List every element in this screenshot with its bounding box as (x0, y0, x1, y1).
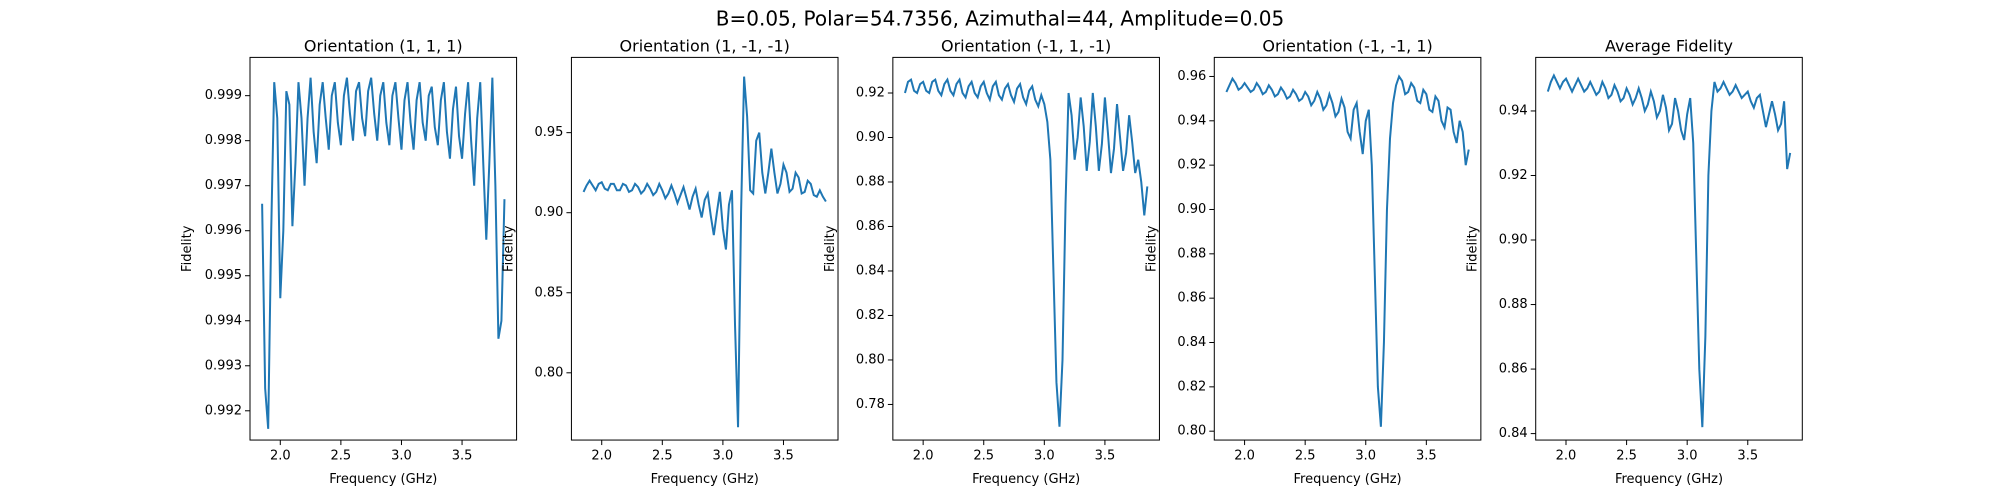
panel-title: Orientation (-1, -1, 1) (1262, 37, 1432, 56)
x-axis-label: Frequency (GHz) (1294, 472, 1402, 487)
y-axis-label: Fidelity (823, 225, 838, 272)
x-axis-label: Frequency (GHz) (329, 472, 437, 487)
data-line (1225, 74, 1470, 427)
y-tick-label: 0.82 (1177, 379, 1206, 394)
y-tick-label: 0.80 (1177, 424, 1206, 439)
y-tick-label: 0.85 (534, 285, 563, 300)
y-tick-label: 0.88 (1177, 246, 1206, 261)
y-axis-label: Fidelity (1144, 225, 1159, 272)
y-tick-label: 0.90 (534, 205, 563, 220)
x-tick-label: 3.0 (1034, 449, 1055, 464)
x-tick-label: 3.0 (713, 449, 734, 464)
y-tick-label: 0.92 (856, 85, 885, 100)
x-tick-label: 2.5 (652, 449, 673, 464)
data-line (261, 77, 506, 429)
axes-frame (1213, 56, 1482, 441)
data-line (1546, 73, 1792, 428)
panel-title: Orientation (1, 1, 1) (304, 37, 463, 56)
y-tick-label: 0.997 (205, 178, 242, 193)
y-tick-label: 0.86 (856, 219, 885, 234)
y-tick-label: 0.80 (856, 352, 885, 367)
x-tick-label: 2.5 (1295, 449, 1316, 464)
x-tick-label: 3.5 (1416, 449, 1437, 464)
y-axis-label: Fidelity (1466, 225, 1481, 272)
x-axis-label: Frequency (GHz) (1615, 472, 1723, 487)
x-tick-label: 2.0 (1234, 449, 1255, 464)
y-tick-label: 0.86 (1177, 291, 1206, 306)
y-tick-label: 0.95 (534, 125, 563, 140)
y-tick-label: 0.84 (856, 263, 885, 278)
axes-frame (249, 56, 518, 441)
x-tick-label: 2.5 (331, 449, 352, 464)
y-tick-label: 0.78 (856, 397, 885, 412)
y-tick-label: 0.994 (205, 313, 242, 328)
y-tick-label: 0.94 (1499, 103, 1528, 118)
axes-frame (1535, 56, 1803, 441)
y-tick-label: 0.88 (1499, 297, 1528, 312)
y-tick-label: 0.80 (534, 365, 563, 380)
panel-title: Orientation (-1, 1, -1) (941, 37, 1111, 56)
y-tick-label: 0.998 (205, 133, 242, 148)
x-tick-label: 3.0 (1677, 449, 1698, 464)
x-axis-label: Frequency (GHz) (651, 472, 759, 487)
figure-title: B=0.05, Polar=54.7356, Azimuthal=44, Amp… (716, 7, 1284, 31)
axes-frame (892, 56, 1160, 441)
y-tick-label: 0.995 (205, 268, 242, 283)
axes-frame (570, 56, 839, 441)
y-tick-label: 0.88 (856, 174, 885, 189)
x-tick-label: 2.0 (270, 449, 291, 464)
x-tick-label: 3.5 (1095, 449, 1116, 464)
data-line (582, 76, 827, 428)
y-axis-label: Fidelity (180, 225, 195, 272)
panel-title: Average Fidelity (1605, 37, 1733, 56)
x-tick-label: 3.5 (1737, 449, 1758, 464)
x-tick-label: 2.0 (913, 449, 934, 464)
y-tick-label: 0.82 (856, 308, 885, 323)
y-tick-label: 0.92 (1499, 168, 1528, 183)
y-tick-label: 0.996 (205, 223, 242, 238)
y-tick-label: 0.84 (1499, 426, 1528, 441)
x-tick-label: 3.5 (452, 449, 473, 464)
y-tick-label: 0.993 (205, 358, 242, 373)
x-tick-label: 3.0 (391, 449, 412, 464)
x-tick-label: 3.0 (1355, 449, 1376, 464)
x-tick-label: 2.0 (1556, 449, 1577, 464)
y-tick-label: 0.992 (205, 403, 242, 418)
y-axis-label: Fidelity (501, 225, 516, 272)
y-tick-label: 0.84 (1177, 335, 1206, 350)
y-tick-label: 0.96 (1177, 69, 1206, 84)
y-tick-label: 0.90 (856, 130, 885, 145)
y-tick-label: 0.999 (205, 88, 242, 103)
panel-title: Orientation (1, -1, -1) (620, 37, 790, 56)
x-axis-label: Frequency (GHz) (972, 472, 1080, 487)
x-tick-label: 2.5 (1616, 449, 1637, 464)
y-tick-label: 0.86 (1499, 362, 1528, 377)
x-tick-label: 3.5 (773, 449, 794, 464)
y-tick-label: 0.90 (1499, 233, 1528, 248)
data-line (904, 77, 1149, 427)
x-tick-label: 2.0 (591, 449, 612, 464)
y-tick-label: 0.90 (1177, 202, 1206, 217)
y-tick-label: 0.92 (1177, 158, 1206, 173)
x-tick-label: 2.5 (973, 449, 994, 464)
y-tick-label: 0.94 (1177, 113, 1206, 128)
